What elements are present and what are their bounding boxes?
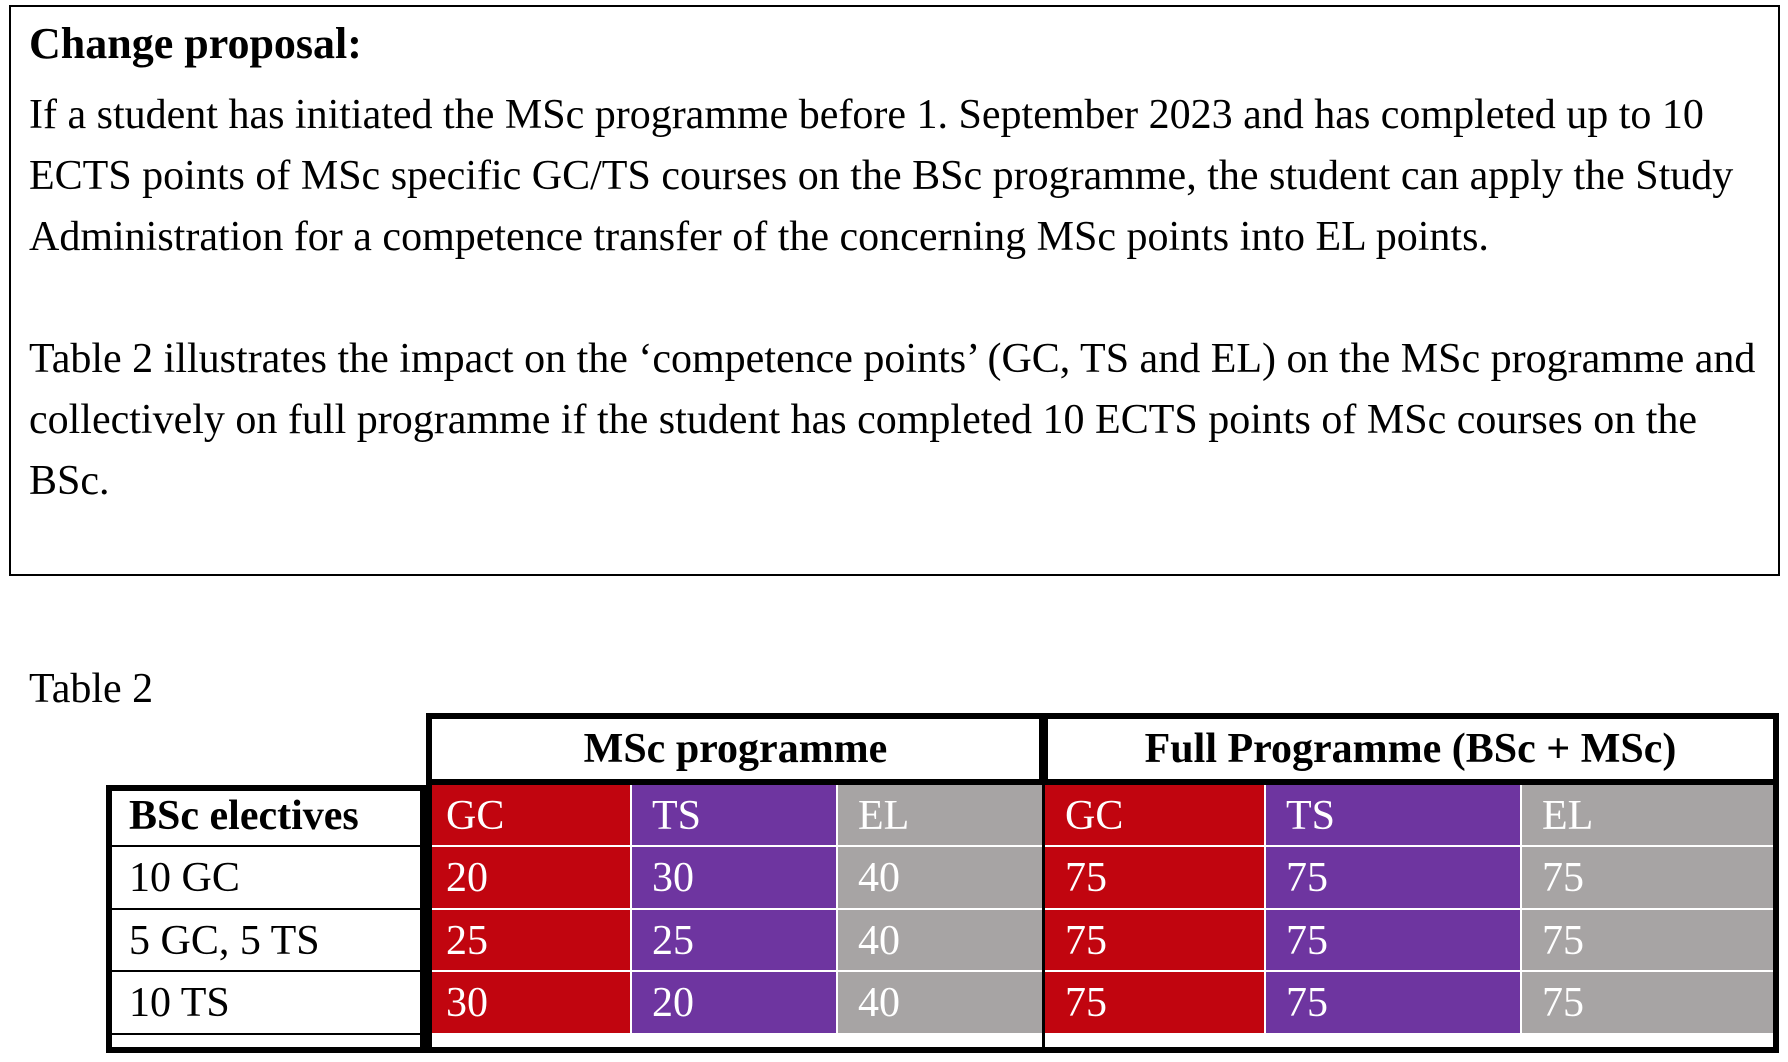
column-header-el: EL (1522, 785, 1779, 847)
column-header-el: EL (838, 785, 1045, 847)
competence-points-table: MSc programme Full Programme (BSc + MSc)… (106, 713, 1779, 1053)
table-cell: 75 (1045, 847, 1266, 910)
change-proposal-box: Change proposal: If a student has initia… (9, 5, 1780, 576)
table-cell: 75 (1045, 972, 1266, 1035)
table-cell: 20 (632, 972, 838, 1035)
table-caption: Table 2 (29, 666, 154, 712)
table-cell: 25 (632, 910, 838, 972)
table-cell: 40 (838, 847, 1045, 910)
column-header-ts: TS (632, 785, 838, 847)
table-cell: 30 (426, 972, 632, 1035)
msc-programme-header: MSc programme (426, 713, 1045, 785)
column-header-gc: GC (1045, 785, 1266, 847)
table-cell: 40 (838, 910, 1045, 972)
table-cell: 75 (1266, 847, 1522, 910)
column-header-gc: GC (426, 785, 632, 847)
full-programme-header: Full Programme (BSc + MSc) (1042, 713, 1779, 785)
table-cell: 25 (426, 910, 632, 972)
row-label: 10 GC (106, 847, 426, 910)
table-cell: 30 (632, 847, 838, 910)
proposal-paragraph-1: If a student has initiated the MSc progr… (29, 92, 1734, 260)
row-label: 5 GC, 5 TS (106, 910, 426, 972)
table-cell: 40 (838, 972, 1045, 1035)
table-cell: 75 (1266, 910, 1522, 972)
bsc-electives-header: BSc electives (106, 785, 426, 847)
table-cell: 75 (1266, 972, 1522, 1035)
table-cell: 75 (1522, 910, 1779, 972)
table-cell: 20 (426, 847, 632, 910)
proposal-paragraph-2: Table 2 illustrates the impact on the ‘c… (29, 336, 1756, 504)
row-label: 10 TS (106, 972, 426, 1035)
proposal-title: Change proposal: (29, 19, 362, 68)
table-cell: 75 (1522, 847, 1779, 910)
table-cell: 75 (1045, 910, 1266, 972)
column-header-ts: TS (1266, 785, 1522, 847)
table-cell: 75 (1522, 972, 1779, 1035)
